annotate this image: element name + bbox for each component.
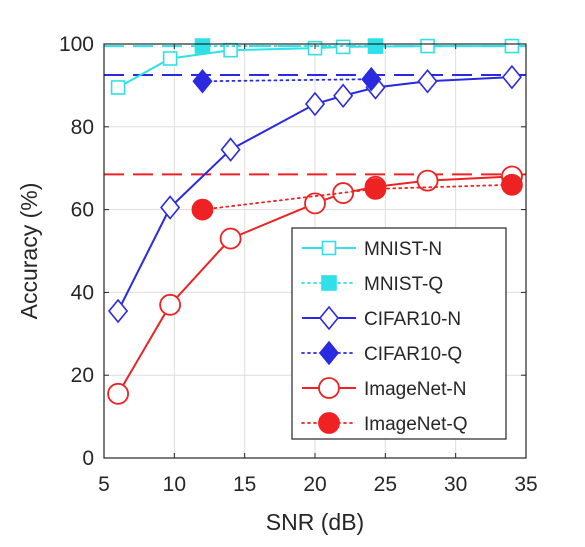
data-point-imagenet-n bbox=[332, 182, 355, 204]
legend-box bbox=[291, 227, 507, 440]
data-point-imagenet-n bbox=[107, 382, 129, 405]
data-point-mnist-n bbox=[110, 80, 126, 95]
y-tick-label: 60 bbox=[71, 199, 94, 222]
x-tick-label: 15 bbox=[233, 473, 256, 496]
legend-label-cifar10-n: CIFAR10-N bbox=[364, 309, 461, 330]
data-point-cifar10-n bbox=[108, 298, 129, 324]
data-point-imagenet-n bbox=[219, 227, 242, 250]
x-tick-label: 25 bbox=[374, 473, 397, 496]
data-point-cifar10-n bbox=[501, 64, 522, 90]
data-point-cifar10-n bbox=[304, 91, 326, 117]
axis-ticks: 5 10 15 20 25 30 35 0 20 40 60 80 100 bbox=[59, 33, 538, 496]
data-point-cifar10-q bbox=[361, 66, 382, 92]
legend-label-mnist-q: MNIST-Q bbox=[364, 274, 443, 295]
legend-label-cifar10-q: CIFAR10-Q bbox=[364, 344, 462, 365]
data-point-imagenet-q bbox=[191, 198, 214, 221]
data-point-imagenet-n bbox=[416, 169, 439, 192]
legend-label-imagenet-n: ImageNet-N bbox=[364, 379, 466, 400]
data-point-cifar10-n bbox=[417, 68, 438, 94]
data-point-cifar10-q bbox=[192, 68, 213, 94]
data-point-mnist-q bbox=[194, 38, 211, 54]
y-tick-label: 40 bbox=[71, 281, 94, 304]
data-point-cifar10-n bbox=[333, 83, 354, 109]
series-line-mnist-n bbox=[117, 45, 512, 89]
data-point-mnist-n bbox=[162, 51, 178, 66]
series-cifar10-q bbox=[192, 66, 382, 94]
y-tick-label: 100 bbox=[59, 33, 94, 56]
data-point-imagenet-q bbox=[501, 173, 523, 196]
data-series bbox=[107, 38, 523, 405]
data-point-imagenet-n bbox=[159, 293, 182, 316]
series-line-cifar10-q bbox=[201, 78, 373, 83]
legend-marker-cifar10-n bbox=[318, 305, 340, 331]
series-cifar10-n bbox=[108, 64, 522, 324]
series-mnist-q bbox=[194, 38, 384, 54]
legend-marker-imagenet-n bbox=[318, 377, 340, 399]
x-axis-label: SNR (dB) bbox=[266, 509, 364, 535]
data-point-imagenet-q bbox=[364, 177, 387, 200]
data-point-mnist-q bbox=[367, 38, 384, 54]
y-tick-label: 20 bbox=[71, 364, 94, 387]
legend-marker-cifar10-q bbox=[318, 340, 340, 366]
legend-marker-mnist-n bbox=[321, 240, 337, 256]
data-point-cifar10-n bbox=[220, 137, 241, 162]
legend-label-mnist-n: MNIST-N bbox=[364, 239, 442, 260]
series-imagenet-q bbox=[191, 173, 523, 221]
x-tick-label: 30 bbox=[444, 473, 467, 496]
x-tick-label: 10 bbox=[163, 473, 186, 496]
legend-label-imagenet-q: ImageNet-Q bbox=[364, 414, 467, 435]
x-tick-label: 35 bbox=[514, 473, 537, 496]
data-point-imagenet-n bbox=[304, 192, 326, 215]
x-tick-label: 20 bbox=[303, 473, 326, 496]
legend-marker-mnist-q bbox=[321, 275, 337, 291]
legend: MNIST-N MNIST-Q CIFAR10-N CIFAR10-Q ImageNet… bbox=[291, 227, 507, 440]
y-axis-label: Accuracy (%) bbox=[16, 183, 42, 320]
legend-marker-imagenet-q bbox=[318, 412, 340, 434]
data-point-mnist-n bbox=[504, 38, 520, 54]
data-point-mnist-n bbox=[420, 38, 435, 54]
data-point-cifar10-n bbox=[160, 195, 181, 220]
y-tick-label: 80 bbox=[71, 116, 94, 139]
x-tick-label: 5 bbox=[98, 473, 110, 496]
y-tick-label: 0 bbox=[82, 447, 94, 470]
